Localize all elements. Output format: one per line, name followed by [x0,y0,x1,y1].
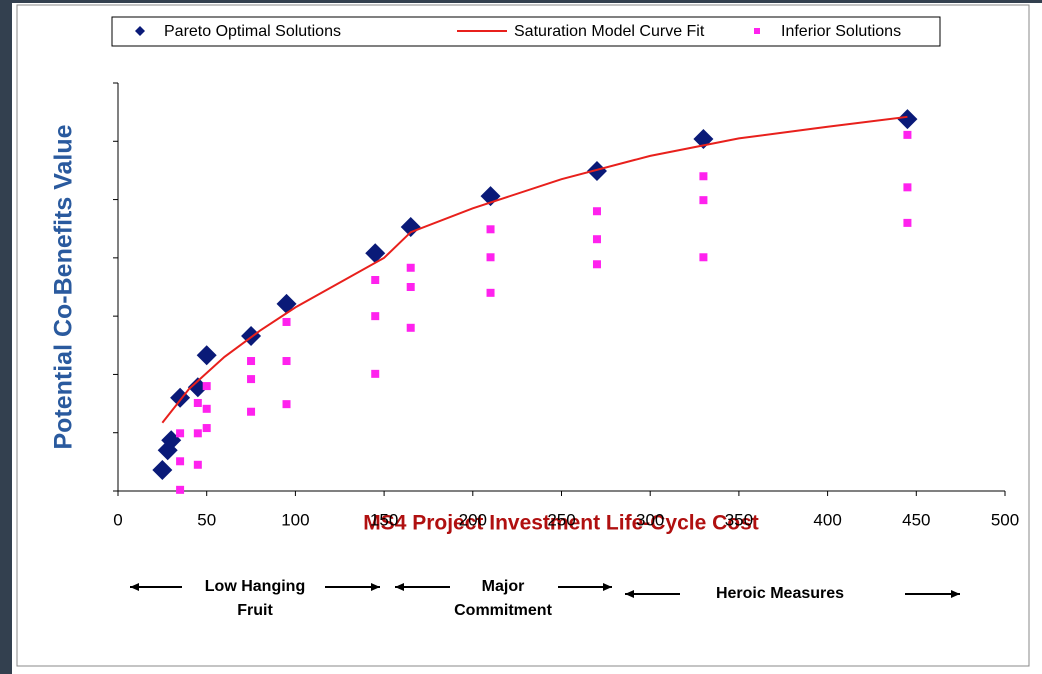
point [592,235,601,244]
point [903,183,912,192]
annotation: Fruit [237,602,273,619]
point [202,424,211,433]
point [282,317,291,326]
annotation: Heroic Measures [716,585,844,602]
point [371,369,380,378]
legend-swatch [135,26,145,36]
point [406,263,415,272]
arrowhead [625,590,634,598]
point [699,172,708,181]
x-tick-label: 250 [547,510,575,529]
point [592,207,601,216]
point [247,375,256,384]
point [193,460,202,469]
x-tick-label: 450 [902,510,930,529]
point [486,288,495,297]
legend-label: Pareto Optimal Solutions [164,23,341,40]
point [176,485,185,494]
x-tick-label: 350 [725,510,753,529]
arrowhead [395,583,404,591]
panel-frame [16,4,1030,667]
point [176,457,185,466]
x-tick-label: 300 [636,510,664,529]
point [897,109,918,130]
x-tick-label: 400 [813,510,841,529]
point [193,398,202,407]
point [193,429,202,438]
x-tick-label: 0 [113,510,122,529]
point [282,400,291,409]
point [365,243,386,264]
panel [12,3,1042,674]
fit-curve [161,115,908,424]
point [152,460,173,481]
annotation: Low Hanging [205,578,305,595]
point [486,225,495,234]
point [486,253,495,262]
point [400,216,421,237]
point [699,253,708,262]
annotation: Major [482,578,525,595]
arrowhead [951,590,960,598]
point [586,161,607,182]
x-tick-label: 50 [197,510,216,529]
x-tick-label: 200 [459,510,487,529]
point [371,312,380,321]
legend-label: Saturation Model Curve Fit [514,23,705,40]
x-tick-label: 150 [370,510,398,529]
point [176,429,185,438]
legend-label: Inferior Solutions [781,23,901,40]
point [247,407,256,416]
arrowhead [371,583,380,591]
arrowhead [130,583,139,591]
point [247,357,256,366]
x-tick-label: 100 [281,510,309,529]
point [406,323,415,332]
annotation: Commitment [454,602,552,619]
point [903,218,912,227]
point [202,404,211,413]
point [699,196,708,205]
point [406,283,415,291]
point [282,357,291,366]
arrowhead [603,583,612,591]
point [371,276,380,285]
point [202,382,211,391]
legend-swatch [754,28,760,34]
point [592,260,601,269]
point [903,130,912,139]
x-tick-label: 500 [991,510,1019,529]
point [196,345,217,366]
legend-box [111,16,941,47]
y-axis-label: Potential Co-Benefits Value [50,124,78,449]
x-axis-label: MS4 Project Investment Life-Cycle Cost [363,512,759,535]
